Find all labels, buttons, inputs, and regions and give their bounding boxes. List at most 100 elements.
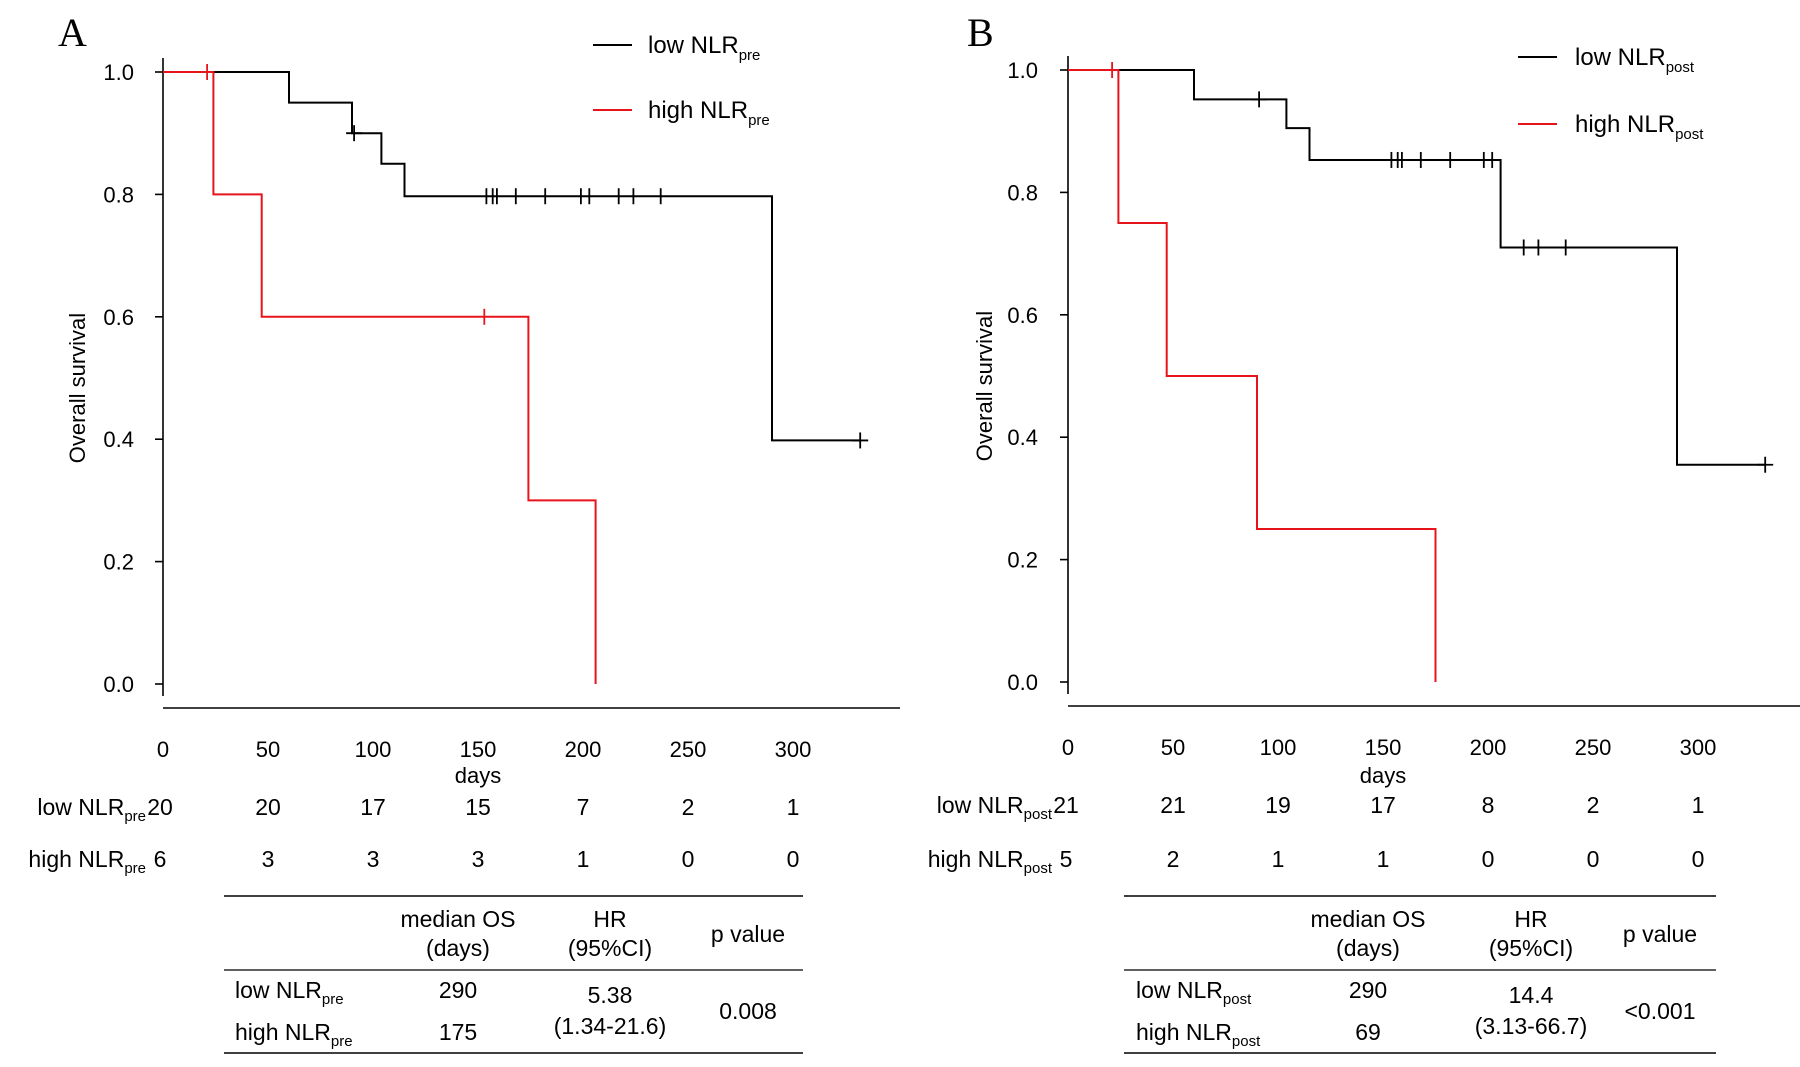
x-tick-label: 100 [1260, 735, 1297, 760]
legend-label-main: high NLR [1575, 111, 1675, 138]
y-axis-label: Overall survival [972, 311, 997, 461]
risk-count: 1 [1377, 846, 1390, 872]
risk-count: 17 [360, 794, 386, 820]
risk-row-label-subscript: post [1024, 806, 1053, 823]
y-tick-label: 0.0 [103, 672, 134, 697]
legend-label-main: low NLR [648, 32, 739, 59]
summary-row-label: high NLRpre [235, 1019, 353, 1050]
summary-median-os: 290 [439, 977, 477, 1003]
risk-row-label-main: high NLR [928, 846, 1024, 872]
series-line-low [163, 71, 861, 442]
risk-count: 1 [1272, 846, 1285, 872]
y-tick-label: 0.8 [1007, 180, 1038, 205]
legend-label-subscript: post [1666, 59, 1695, 76]
risk-row-label-main: high NLR [28, 846, 124, 872]
x-tick-label: 100 [355, 737, 392, 762]
legend-label: high NLRpost [1575, 111, 1704, 143]
summary-header: p value [711, 921, 785, 947]
legend-label: high NLRpre [648, 97, 770, 129]
y-tick-label: 0.4 [1007, 425, 1038, 450]
series-line-high [163, 71, 597, 684]
x-tick-label: 0 [1062, 735, 1074, 760]
summary-header: (95%CI) [568, 935, 652, 961]
x-tick-label: 200 [565, 737, 602, 762]
risk-count: 1 [577, 846, 590, 872]
legend-label: low NLRpre [648, 32, 760, 64]
summary-hr: 5.38 [588, 982, 633, 1008]
risk-row-label: high NLRpre [28, 846, 146, 877]
risk-count: 15 [465, 794, 491, 820]
x-tick-label: 250 [1575, 735, 1612, 760]
summary-row-label: high NLRpost [1136, 1019, 1261, 1050]
risk-count: 7 [577, 794, 590, 820]
x-tick-label: 150 [460, 737, 497, 762]
risk-count: 6 [154, 846, 167, 872]
summary-p-value: <0.001 [1625, 998, 1696, 1024]
legend-label-subscript: post [1675, 126, 1704, 143]
summary-header: median OS [1310, 906, 1425, 932]
risk-count: 21 [1053, 792, 1079, 818]
x-tick-label: 50 [1161, 735, 1185, 760]
x-tick-label: 300 [1680, 735, 1717, 760]
x-tick-label: 0 [157, 737, 169, 762]
risk-count: 2 [1167, 846, 1180, 872]
y-tick-label: 0.2 [1007, 548, 1038, 573]
panel-letter: A [58, 10, 87, 55]
summary-hr: 14.4 [1509, 982, 1554, 1008]
risk-count: 17 [1370, 792, 1396, 818]
risk-count: 3 [262, 846, 275, 872]
summary-header: HR [1514, 906, 1547, 932]
summary-row-label: low NLRpre [235, 977, 344, 1008]
y-tick-label: 0.8 [103, 182, 134, 207]
summary-row-label-subscript: pre [322, 991, 344, 1008]
summary-row-label-subscript: post [1223, 991, 1252, 1008]
risk-count: 0 [787, 846, 800, 872]
x-tick-label: 250 [670, 737, 707, 762]
y-tick-label: 1.0 [1007, 58, 1038, 83]
summary-ci: (3.13-66.7) [1475, 1013, 1588, 1039]
summary-header: median OS [400, 906, 515, 932]
x-axis-label: days [455, 763, 501, 788]
risk-count: 21 [1160, 792, 1186, 818]
y-axis-label: Overall survival [65, 313, 90, 463]
risk-count: 0 [1692, 846, 1705, 872]
legend-label-subscript: pre [739, 47, 761, 64]
series-line-high [1068, 69, 1437, 682]
y-tick-label: 0.6 [103, 305, 134, 330]
panel-a: A0.00.20.40.60.81.00 50 100 150 200 250 300day… [28, 10, 900, 1054]
y-tick-label: 0.2 [103, 550, 134, 575]
risk-count: 0 [1587, 846, 1600, 872]
risk-row-label-main: low NLR [937, 792, 1024, 818]
summary-row-label-main: high NLR [235, 1019, 331, 1045]
summary-p-value: 0.008 [719, 998, 777, 1024]
x-tick-label: 50 [256, 737, 280, 762]
summary-ci: (1.34-21.6) [554, 1013, 667, 1039]
summary-median-os: 290 [1349, 977, 1387, 1003]
summary-header: (95%CI) [1489, 935, 1573, 961]
risk-row-label: low NLRpre [37, 794, 146, 825]
x-tick-label: 200 [1470, 735, 1507, 760]
x-tick-label: 300 [775, 737, 812, 762]
risk-row-label: low NLRpost [937, 792, 1053, 823]
risk-count: 0 [1482, 846, 1495, 872]
panel-letter: B [967, 10, 994, 55]
summary-median-os: 69 [1355, 1019, 1381, 1045]
x-axis-label: days [1360, 763, 1406, 788]
panel-b: B0.00.20.40.60.81.00 50 100 150 200 250 300day… [928, 10, 1800, 1054]
risk-count: 3 [472, 846, 485, 872]
risk-count: 8 [1482, 792, 1495, 818]
summary-row-label: low NLRpost [1136, 977, 1252, 1008]
risk-row-label: high NLRpost [928, 846, 1053, 877]
risk-row-label-subscript: post [1024, 860, 1053, 877]
risk-count: 1 [1692, 792, 1705, 818]
summary-header: p value [1623, 921, 1697, 947]
legend-label: low NLRpost [1575, 44, 1695, 76]
risk-count: 5 [1060, 846, 1073, 872]
risk-row-label-subscript: pre [124, 808, 146, 825]
summary-header: (days) [1336, 935, 1400, 961]
summary-header: (days) [426, 935, 490, 961]
summary-row-label-subscript: pre [331, 1033, 353, 1050]
legend-label-main: high NLR [648, 97, 748, 124]
risk-count: 3 [367, 846, 380, 872]
legend-label-main: low NLR [1575, 44, 1666, 71]
